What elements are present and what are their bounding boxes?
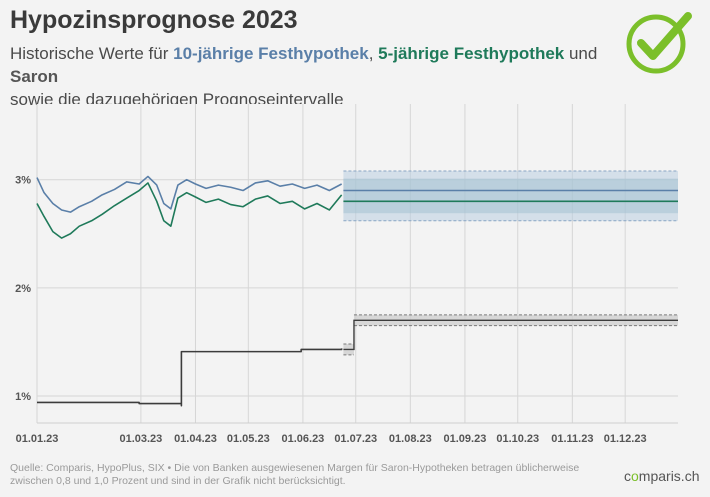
x-tick-label: 01.06.23: [281, 433, 324, 445]
y-tick-label: 2%: [15, 283, 31, 295]
series-line-saron: [37, 348, 343, 407]
series-line-ten-year: [36, 175, 343, 213]
x-tick-label: 01.03.23: [119, 433, 162, 445]
comparis-logo: comparis.ch: [624, 468, 699, 484]
x-tick-label: 01.08.23: [389, 433, 432, 445]
logo-dot: o: [631, 468, 639, 484]
x-tick-label: 01.01.23: [16, 433, 59, 445]
subtitle-and: und: [564, 44, 598, 63]
x-tick-label: 01.10.23: [496, 433, 539, 445]
forecast-bands: [343, 170, 678, 356]
forecast-band-five-year: [343, 178, 678, 214]
chart-title: Hypozinsprognose 2023: [10, 6, 298, 34]
subtitle-five-year: 5-jährige Festhypothek: [378, 44, 565, 63]
x-tick-label: 01.07.23: [334, 433, 377, 445]
x-tick-label: 01.09.23: [444, 433, 487, 445]
plot-background: [37, 104, 678, 423]
source-note: Quelle: Comparis, HypoPlus, SIX • Die vo…: [10, 462, 580, 487]
check-circle-ring: [626, 14, 686, 74]
x-tick-label: 01.12.23: [604, 433, 647, 445]
y-axis-ticks: 1% 2% 3%: [15, 175, 31, 403]
subtitle-prefix: Historische Werte für: [10, 44, 174, 63]
x-tick-label: 01.04.23: [174, 433, 217, 445]
x-tick-label: 01.11.23: [551, 433, 593, 445]
series-line-five-year: [36, 182, 343, 239]
check-mark: [637, 12, 692, 60]
y-tick-label: 1%: [15, 391, 31, 403]
series-lines: [36, 175, 343, 407]
x-tick-label: 01.05.23: [227, 433, 270, 445]
forecast-line-saron: [343, 319, 678, 351]
x-axis-ticks: 01.01.23 01.03.23 01.04.23 01.05.23 01.06.23…: [16, 433, 647, 445]
subtitle-ten-year: 10-jährige Festhypothek: [173, 44, 369, 63]
logo-part-1: c: [624, 468, 631, 484]
chart-grid: [36, 104, 678, 424]
y-tick-label: 3%: [15, 175, 31, 187]
check-circle-icon: [626, 12, 692, 74]
subtitle-saron: Saron: [10, 67, 59, 86]
subtitle-separator: ,: [368, 44, 379, 63]
logo-part-2: mparis.ch: [638, 468, 700, 484]
